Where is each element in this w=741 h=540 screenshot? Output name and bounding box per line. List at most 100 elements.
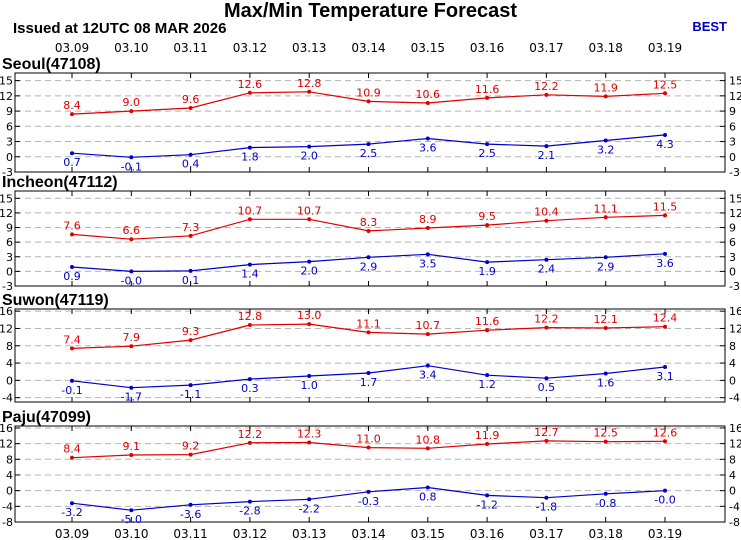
max-temp-label: 9.6 [182, 93, 200, 106]
y-tick-label-left: 3 [6, 251, 13, 264]
max-temp-point [70, 455, 74, 460]
max-temp-label: 12.2 [534, 80, 559, 93]
min-temp-point [544, 495, 549, 500]
min-temp-label: 2.1 [538, 149, 556, 162]
max-temp-label: 11.0 [356, 433, 381, 446]
max-temp-point [425, 100, 430, 105]
min-temp-label: 4.3 [656, 138, 674, 151]
y-tick-label-left: 4 [6, 469, 13, 482]
x-tick-label-top: 03.16 [470, 41, 504, 55]
max-temp-label: 9.2 [182, 440, 200, 453]
y-tick-label-left: 12 [0, 322, 13, 335]
min-temp-point [129, 385, 134, 390]
station-title: Paju(47099) [2, 409, 91, 426]
max-temp-point [307, 440, 312, 445]
max-temp-label: 10.7 [238, 204, 263, 217]
x-tick-label-top: 03.17 [529, 41, 563, 55]
x-tick-label-top: 03.18 [589, 41, 623, 55]
max-temp-label: 12.5 [593, 427, 618, 440]
min-temp-point [307, 259, 312, 264]
min-temp-label: 3.6 [656, 257, 674, 270]
max-temp-label: 10.4 [534, 206, 559, 219]
x-tick-label-bottom: 03.17 [529, 527, 563, 540]
max-temp-label: 8.4 [63, 99, 81, 112]
max-temp-label: 7.3 [182, 221, 200, 234]
max-temp-point [603, 215, 608, 220]
x-tick-label-top: 03.12 [233, 41, 267, 55]
min-temp-label: 2.9 [360, 260, 378, 273]
min-temp-label: -2.2 [298, 502, 319, 515]
max-temp-point [544, 325, 549, 330]
max-temp-point [485, 328, 490, 333]
min-temp-label: -3.6 [180, 508, 201, 521]
y-tick-label-right: 0 [729, 265, 736, 278]
y-tick-label-left: 3 [6, 136, 13, 149]
max-temp-label: 8.9 [419, 213, 437, 226]
max-temp-point [307, 217, 312, 222]
station-title: Suwon(47119) [2, 292, 109, 309]
chart-title: Max/Min Temperature Forecast [223, 0, 518, 22]
min-temp-label: -5.0 [121, 513, 142, 526]
max-temp-point [485, 442, 490, 447]
min-temp-point [129, 508, 134, 513]
y-tick-label-right: -4 [729, 500, 740, 513]
y-tick-label-left: -4 [2, 500, 13, 513]
y-tick-label-right: -3 [729, 280, 740, 293]
y-tick-label-left: -4 [2, 392, 13, 405]
x-tick-label-bottom: 03.13 [292, 527, 326, 540]
max-temp-label: 8.4 [63, 443, 81, 456]
y-tick-label-right: 3 [729, 251, 736, 264]
max-temp-label: 8.3 [360, 216, 378, 229]
min-temp-label: -1.8 [536, 501, 557, 514]
panel-frame [14, 72, 726, 173]
x-tick-label-bottom: 03.19 [648, 527, 682, 540]
min-temp-label: 3.2 [597, 144, 615, 157]
min-temp-label: -1.1 [180, 388, 201, 401]
y-tick-label-left: 12 [0, 207, 13, 220]
y-tick-label-left: 0 [6, 374, 13, 387]
y-tick-label-right: 4 [729, 469, 736, 482]
max-temp-point [366, 445, 371, 450]
min-temp-label: 2.0 [300, 150, 318, 163]
model-label: BEST [692, 19, 727, 34]
min-temp-label: 2.0 [300, 265, 318, 278]
y-tick-label-left: 15 [0, 192, 13, 205]
min-temp-label: 0.8 [419, 491, 437, 504]
max-temp-point [603, 326, 608, 331]
min-temp-point [603, 138, 608, 143]
min-temp-label: 1.8 [241, 151, 259, 164]
y-tick-label-left: -3 [2, 166, 13, 179]
x-tick-label-bottom: 03.12 [233, 527, 267, 540]
min-temp-label: 3.4 [419, 369, 437, 382]
x-tick-label-top: 03.19 [648, 41, 682, 55]
max-temp-label: 9.0 [123, 96, 141, 109]
min-temp-label: 0.9 [63, 270, 81, 283]
y-tick-label-left: 6 [6, 120, 13, 133]
max-temp-label: 7.4 [63, 333, 81, 346]
y-tick-label-right: 12 [729, 438, 741, 451]
y-tick-label-right: 0 [729, 374, 736, 387]
min-temp-point [544, 144, 549, 149]
min-temp-label: 1.4 [241, 268, 259, 281]
max-temp-point [485, 95, 490, 100]
x-tick-label-bottom: 03.14 [351, 527, 385, 540]
max-temp-label: 9.3 [182, 325, 200, 338]
min-temp-label: -1.7 [121, 391, 142, 404]
max-temp-point [247, 323, 252, 328]
max-temp-point [307, 89, 312, 94]
min-temp-point [188, 268, 193, 273]
y-tick-label-right: 0 [729, 151, 736, 164]
min-temp-point [425, 136, 430, 141]
y-tick-label-left: 8 [6, 453, 13, 466]
panel-frame [14, 190, 726, 287]
max-temp-point [247, 440, 252, 445]
min-temp-point [247, 377, 252, 382]
min-temp-point [307, 374, 312, 379]
min-temp-point [247, 499, 252, 504]
min-temp-point [307, 497, 312, 502]
max-temp-point [129, 452, 134, 457]
max-temp-label: 7.9 [123, 331, 141, 344]
x-tick-label-top: 03.10 [114, 41, 148, 55]
x-tick-label-bottom: 03.15 [411, 527, 445, 540]
